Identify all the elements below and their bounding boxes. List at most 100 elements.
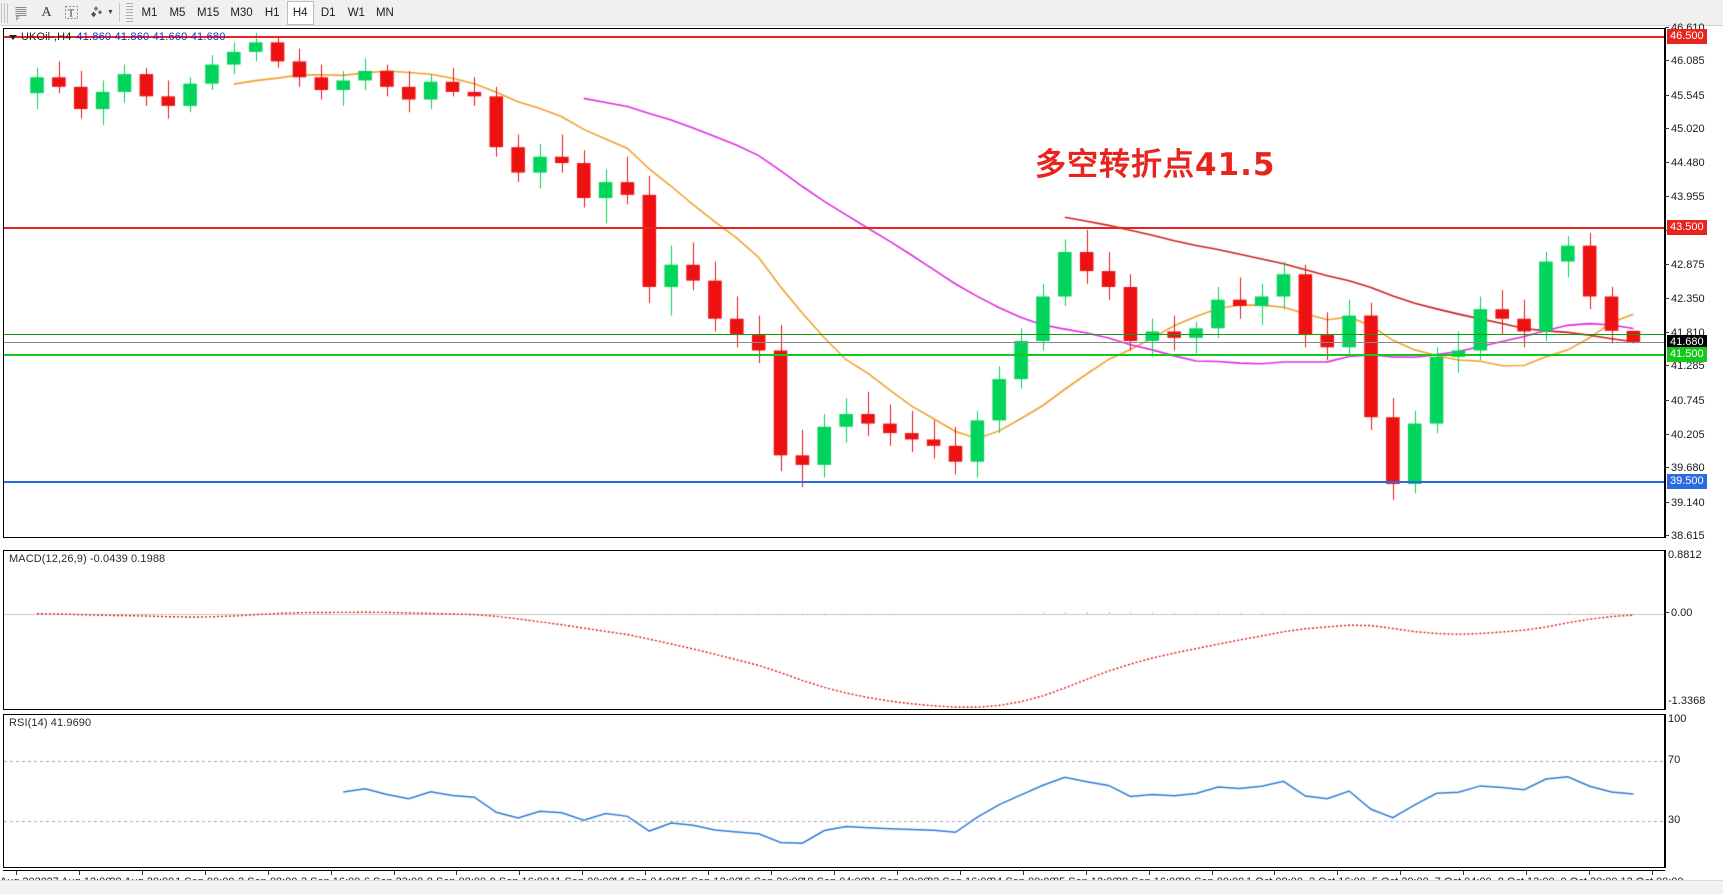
- time-mark: [1589, 871, 1591, 875]
- time-mark: [1274, 871, 1276, 875]
- pivot-41-500[interactable]: [4, 353, 1664, 356]
- macd-tick: 0.00: [1665, 607, 1692, 619]
- timeframe-m1[interactable]: M1: [141, 6, 158, 19]
- price-tick: 41.810: [1665, 327, 1705, 339]
- symbol-name: UKOil-,H4: [21, 31, 72, 43]
- chevron-down-icon[interactable]: [9, 34, 17, 40]
- rsi-axis[interactable]: 100 70 30: [1665, 714, 1723, 868]
- macd-canvas: [4, 551, 1664, 709]
- price-candles-canvas: [4, 29, 1664, 537]
- time-mark: [1652, 871, 1653, 875]
- time-mark: [519, 871, 521, 875]
- timeframe-m30[interactable]: M30: [230, 6, 253, 19]
- price-tick: 46.085: [1665, 56, 1705, 67]
- price-tick: 39.140: [1665, 497, 1705, 509]
- macd-label: MACD(12,26,9) -0.0439 0.1988: [9, 553, 166, 565]
- toolbar-drag-handle[interactable]: [1, 2, 9, 23]
- time-mark: [771, 871, 773, 875]
- price-tick: 40.745: [1665, 395, 1705, 407]
- price-pill-41-500: 41.500: [1667, 346, 1707, 362]
- timeframe-mn[interactable]: MN: [375, 6, 394, 19]
- time-mark: [645, 871, 647, 875]
- price-pill-43-500: 43.500: [1667, 219, 1707, 235]
- pivot-41-810[interactable]: [4, 333, 1664, 335]
- price-pane[interactable]: UKOil-,H4 41.860 41.860 41.660 41.680: [3, 28, 1665, 538]
- timeframe-h4[interactable]: H4: [286, 0, 314, 25]
- axis-divider: [1665, 28, 1666, 538]
- time-mark: [1526, 871, 1528, 875]
- time-mark: [393, 871, 395, 875]
- time-mark: [1400, 871, 1402, 875]
- price-axis[interactable]: 46.61046.08545.54545.02044.48043.95543.4…: [1665, 23, 1723, 542]
- price-tick: 45.020: [1665, 124, 1705, 135]
- axis-divider: [1665, 714, 1666, 868]
- price-tick: 46.610: [1665, 23, 1705, 34]
- time-mark: [1022, 871, 1024, 875]
- resistance-43-500[interactable]: [4, 226, 1664, 229]
- status-bar: [0, 880, 1723, 894]
- rsi-tick: 30: [1668, 814, 1681, 827]
- timeframe-d1[interactable]: D1: [320, 6, 336, 19]
- periodicity-icon[interactable]: F: [9, 1, 34, 25]
- timeframe-m15[interactable]: M15: [196, 6, 220, 19]
- time-mark: [78, 871, 80, 875]
- toolbar: F A T ▼ M1 M5 M15 M30 H1 H4 D1 W1 MN: [0, 0, 1723, 26]
- current-price-line: [4, 342, 1664, 344]
- axis-divider: [1665, 550, 1666, 710]
- time-mark: [204, 871, 206, 875]
- price-tick: 40.205: [1665, 429, 1705, 441]
- chart-annotation-text[interactable]: 多空转折点41.5: [1035, 147, 1276, 183]
- macd-pane[interactable]: MACD(12,26,9) -0.0439 0.1988: [3, 550, 1665, 710]
- chart-area: UKOil-,H4 41.860 41.860 41.660 41.680 MAC…: [0, 23, 1723, 894]
- time-mark: [1211, 871, 1213, 875]
- time-mark: [16, 871, 17, 875]
- price-tick: 45.545: [1665, 90, 1705, 102]
- rsi-pane[interactable]: RSI(14) 41.9690: [3, 714, 1665, 868]
- rsi-label: RSI(14) 41.9690: [9, 717, 92, 729]
- time-mark: [1085, 871, 1087, 875]
- price-pill-39-500: 39.500: [1667, 473, 1707, 489]
- symbol-quotes: 41.860 41.860 41.660 41.680: [76, 31, 226, 43]
- font-icon[interactable]: A: [41, 4, 52, 20]
- rsi-tick: 100: [1668, 713, 1687, 725]
- price-tick: 43.955: [1665, 191, 1705, 203]
- price-tick: 38.615: [1665, 531, 1705, 542]
- timeframe-group: M1 M5 M15 M30 H1 H4 D1 W1 MN: [136, 0, 400, 25]
- symbol-info[interactable]: UKOil-,H4 41.860 41.860 41.660 41.680: [9, 31, 226, 43]
- price-tick: 39.680: [1665, 463, 1705, 474]
- timeframe-w1[interactable]: W1: [347, 6, 365, 19]
- time-mark: [834, 871, 835, 875]
- price-pill-46-500: 46.500: [1667, 28, 1707, 44]
- resistance-46-500[interactable]: [4, 35, 1664, 38]
- time-mark: [896, 871, 898, 875]
- time-mark: [1337, 871, 1339, 875]
- timeframe-m5[interactable]: M5: [169, 6, 186, 19]
- support-39-500[interactable]: [4, 480, 1664, 483]
- price-tick: 44.480: [1665, 158, 1705, 169]
- macd-tick: -1.3368: [1668, 695, 1706, 707]
- time-mark: [1148, 871, 1150, 875]
- macd-axis[interactable]: 0.8812 0.00 -1.3368: [1665, 550, 1723, 710]
- time-mark: [959, 871, 961, 875]
- time-mark: [456, 871, 458, 875]
- timeframe-drag-handle[interactable]: [125, 2, 133, 23]
- time-mark: [267, 871, 269, 875]
- price-tick: 42.350: [1665, 293, 1705, 305]
- objects-icon[interactable]: [84, 1, 109, 25]
- text-label-icon[interactable]: T: [59, 1, 84, 25]
- time-mark: [1463, 871, 1465, 875]
- macd-tick: 0.8812: [1668, 549, 1702, 561]
- price-pill-41-680: 41.680: [1667, 335, 1707, 351]
- time-mark: [582, 871, 584, 875]
- price-tick: 41.285: [1665, 361, 1705, 372]
- time-mark: [330, 871, 332, 875]
- toolbar-separator: [118, 3, 120, 22]
- time-mark: [708, 871, 710, 875]
- timeframe-h1[interactable]: H1: [264, 6, 280, 19]
- rsi-canvas: [4, 715, 1664, 867]
- svg-text:T: T: [68, 9, 74, 20]
- chevron-down-icon[interactable]: ▼: [107, 9, 114, 16]
- rsi-tick: 70: [1668, 753, 1681, 766]
- price-tick: 42.875: [1665, 260, 1705, 271]
- svg-text:F: F: [16, 16, 20, 21]
